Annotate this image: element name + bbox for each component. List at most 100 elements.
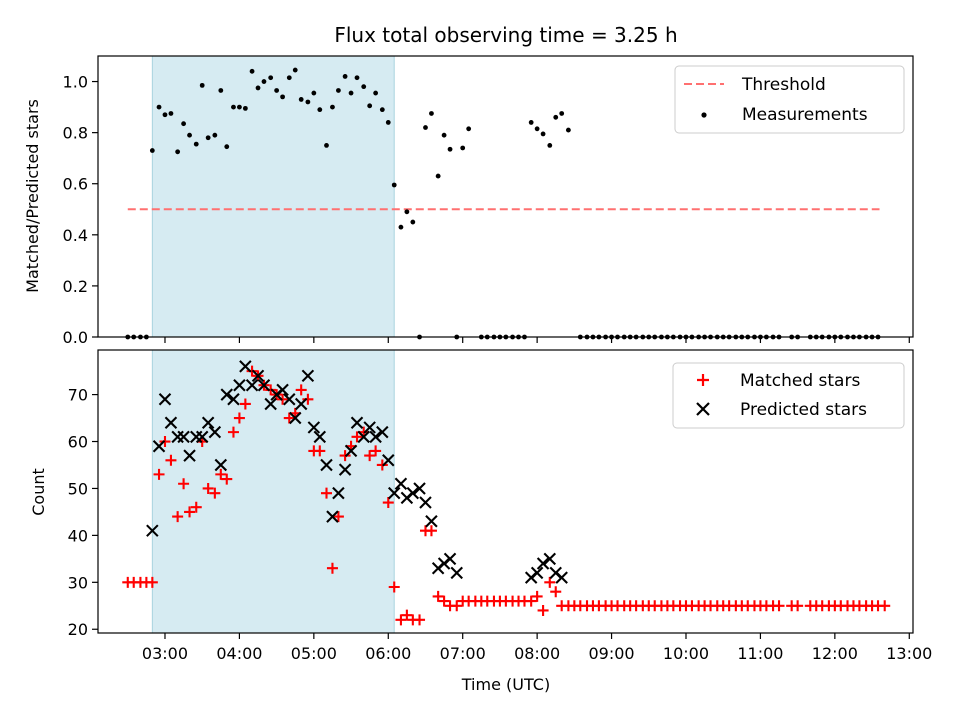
matched-stars-point — [414, 614, 426, 626]
predicted-stars-point — [387, 486, 401, 500]
y-tick-label: 0.4 — [63, 226, 88, 245]
measurement-point — [354, 75, 360, 81]
measurement-point — [205, 135, 211, 141]
predicted-stars-point — [283, 393, 296, 406]
predicted-stars-point — [338, 463, 352, 476]
measurement-point — [237, 104, 242, 110]
threshold-legend-label: Threshold — [741, 75, 826, 95]
measurement-point — [162, 112, 168, 118]
predicted-stars-point — [195, 430, 209, 444]
measurement-point — [330, 104, 335, 110]
top-panel: 0.0 0.2 0.4 0.6 0.8 1.0 Matched/Predicted sta… — [23, 55, 914, 347]
predicted-stars-point — [443, 552, 457, 566]
matched-stars-point — [525, 595, 537, 607]
measurement-point — [547, 143, 553, 148]
measurement-point — [187, 132, 192, 138]
y-tick-label: 0.2 — [63, 277, 88, 296]
measurement-point — [242, 105, 248, 111]
matched-stars-point — [364, 450, 376, 462]
measurement-point — [398, 224, 404, 230]
predicted-stars-point — [239, 360, 252, 373]
predicted-stars-point — [555, 571, 568, 584]
bottom-y-axis: 20 30 40 50 60 70 — [68, 386, 98, 639]
predicted-stars-point — [257, 378, 271, 392]
measurement-point — [274, 88, 280, 93]
x-tick-label: 13:00 — [886, 644, 932, 663]
bottom-legend-box — [672, 362, 905, 429]
measurement-point — [181, 121, 186, 127]
matched-stars-point — [401, 609, 413, 621]
y-tick-label: 0.8 — [63, 124, 88, 143]
matched-stars-point — [314, 445, 326, 457]
matched-stars-point — [432, 590, 444, 602]
matched-stars-point — [146, 576, 158, 588]
y-tick-label: 20 — [68, 620, 88, 639]
measurement-point — [342, 74, 348, 79]
bottom-legend: Matched stars Predicted stars — [672, 362, 905, 429]
matched-stars-point — [879, 600, 891, 612]
matched-stars-point — [209, 487, 221, 499]
predicted-stars-point — [394, 477, 408, 490]
matched-stars-point — [153, 468, 165, 480]
measurement-point — [565, 127, 571, 133]
predicted-stars-point — [344, 444, 358, 458]
matched-stars-point — [295, 384, 307, 396]
measurement-point — [168, 111, 174, 116]
measurement-point — [305, 99, 311, 105]
measurement-point — [149, 148, 155, 153]
measurement-point — [553, 114, 559, 120]
bottom-plot-frame — [97, 349, 914, 634]
bottom-x-axis: 03:00 04:00 05:00 06:00 07:00 08:00 09:00 10:00… — [142, 633, 932, 663]
measurement-point — [298, 97, 304, 102]
matched-stars-point — [326, 562, 338, 574]
top-legend: Threshold Measurements — [674, 65, 905, 134]
top-x-axis — [164, 337, 910, 343]
predicted-stars-point — [536, 557, 550, 570]
measurement-point — [528, 120, 534, 125]
predicted-stars-point — [233, 378, 246, 392]
predicted-stars-point — [369, 430, 382, 444]
predicted-stars-point — [326, 510, 339, 523]
measurement-point — [199, 82, 205, 88]
measurement-point — [466, 126, 472, 132]
measurement-point — [441, 132, 447, 138]
matched-stars-point — [172, 511, 184, 523]
predicted-stars-point — [357, 430, 370, 444]
predicted-stars-point — [350, 416, 364, 429]
measurement-point — [540, 131, 546, 137]
x-tick-label: 05:00 — [291, 644, 337, 663]
predicted-stars-point — [363, 421, 376, 434]
matched-stars-legend-label: Matched stars — [740, 371, 860, 391]
measurement-point — [193, 141, 199, 147]
matched-stars-point — [425, 525, 437, 537]
measurement-point — [286, 75, 292, 81]
predicted-stars-point — [276, 383, 289, 397]
bottom-y-axis-label: Count — [29, 468, 48, 516]
measurement-point — [423, 125, 428, 130]
predicted-stars-point — [152, 439, 166, 453]
predicted-stars-legend-label: Predicted stars — [740, 400, 867, 420]
measurement-point — [292, 67, 298, 73]
measurement-point — [367, 103, 373, 109]
measurement-point — [175, 149, 181, 155]
measurement-point — [404, 209, 410, 215]
predicted-stars-point — [413, 482, 426, 495]
matched-stars-legend-icon — [697, 374, 709, 386]
x-tick-label: 10:00 — [663, 644, 709, 663]
predicted-stars-point — [288, 411, 302, 425]
x-tick-label: 06:00 — [365, 644, 411, 663]
predicted-stars-point — [320, 458, 333, 472]
predicted-stars-point — [183, 449, 196, 462]
x-tick-label: 09:00 — [589, 644, 635, 663]
y-tick-label: 50 — [68, 479, 88, 498]
y-tick-label: 0.6 — [63, 175, 88, 194]
predicted-stars-point — [164, 416, 178, 429]
matched-stars-point — [233, 412, 245, 424]
measurement-point — [373, 90, 379, 96]
matched-stars-point — [215, 468, 227, 480]
predicted-stars-point — [376, 425, 389, 439]
x-axis-label: Time (UTC) — [461, 675, 550, 694]
x-tick-label: 03:00 — [142, 644, 188, 663]
top-legend-box — [674, 65, 905, 134]
measurement-point — [379, 107, 385, 113]
